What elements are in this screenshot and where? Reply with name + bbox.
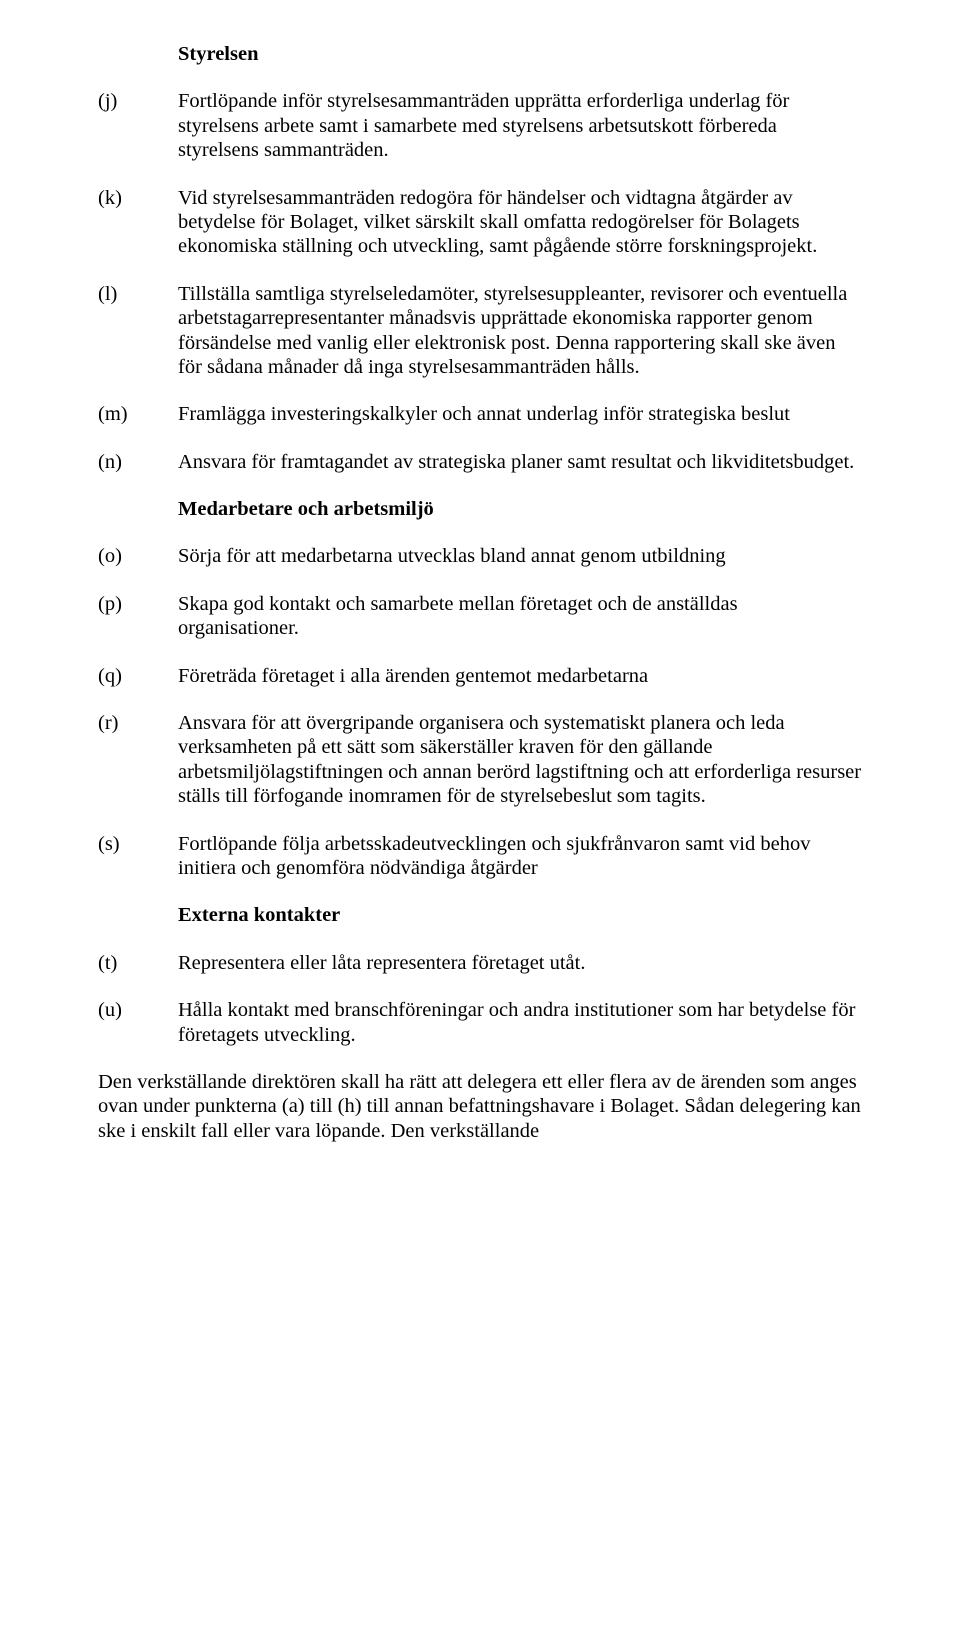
list-text: Skapa god kontakt och samarbete mellan f… (178, 592, 862, 641)
list-marker: (t) (98, 951, 178, 975)
list-text: Företräda företaget i alla ärenden gente… (178, 664, 862, 688)
heading-medarbetare: Medarbetare och arbetsmiljö (178, 497, 862, 521)
list-item-j: (j) Fortlöpande inför styrelsesammanträd… (98, 89, 862, 162)
list-text: Framlägga investeringskalkyler och annat… (178, 402, 862, 426)
document-page: Styrelsen (j) Fortlöpande inför styrelse… (0, 0, 960, 1648)
heading-row-medarbetare: Medarbetare och arbetsmiljö (98, 497, 862, 521)
list-marker: (k) (98, 186, 178, 210)
list-item-l: (l) Tillställa samtliga styrelseledamöte… (98, 282, 862, 380)
list-text: Fortlöpande följa arbetsskadeutvecklinge… (178, 832, 862, 881)
heading-row-styrelsen: Styrelsen (98, 42, 862, 66)
list-item-o: (o) Sörja för att medarbetarna utvecklas… (98, 544, 862, 568)
list-item-r: (r) Ansvara för att övergripande organis… (98, 711, 862, 809)
list-item-q: (q) Företräda företaget i alla ärenden g… (98, 664, 862, 688)
list-text: Ansvara för framtagandet av strategiska … (178, 450, 862, 474)
heading-row-externa: Externa kontakter (98, 903, 862, 927)
list-marker: (m) (98, 402, 178, 426)
list-text: Sörja för att medarbetarna utvecklas bla… (178, 544, 862, 568)
list-text: Hålla kontakt med branschföreningar och … (178, 998, 862, 1047)
list-marker: (j) (98, 89, 178, 113)
list-marker: (l) (98, 282, 178, 306)
list-text: Ansvara för att övergripande organisera … (178, 711, 862, 809)
list-text: Vid styrelsesammanträden redogöra för hä… (178, 186, 862, 259)
list-item-m: (m) Framlägga investeringskalkyler och a… (98, 402, 862, 426)
list-item-k: (k) Vid styrelsesammanträden redogöra fö… (98, 186, 862, 259)
heading-externa: Externa kontakter (178, 903, 862, 927)
bottom-paragraph: Den verkställande direktören skall ha rä… (98, 1070, 862, 1143)
list-text: Tillställa samtliga styrelseledamöter, s… (178, 282, 862, 380)
list-marker: (n) (98, 450, 178, 474)
list-marker: (q) (98, 664, 178, 688)
list-item-s: (s) Fortlöpande följa arbetsskadeutveckl… (98, 832, 862, 881)
list-marker: (s) (98, 832, 178, 856)
list-marker: (o) (98, 544, 178, 568)
list-item-p: (p) Skapa god kontakt och samarbete mell… (98, 592, 862, 641)
list-marker: (p) (98, 592, 178, 616)
list-item-n: (n) Ansvara för framtagandet av strategi… (98, 450, 862, 474)
list-marker: (r) (98, 711, 178, 735)
list-item-t: (t) Representera eller låta representera… (98, 951, 862, 975)
list-item-u: (u) Hålla kontakt med branschföreningar … (98, 998, 862, 1047)
heading-styrelsen: Styrelsen (178, 42, 862, 66)
list-text: Fortlöpande inför styrelsesammanträden u… (178, 89, 862, 162)
list-marker: (u) (98, 998, 178, 1022)
list-text: Representera eller låta representera för… (178, 951, 862, 975)
